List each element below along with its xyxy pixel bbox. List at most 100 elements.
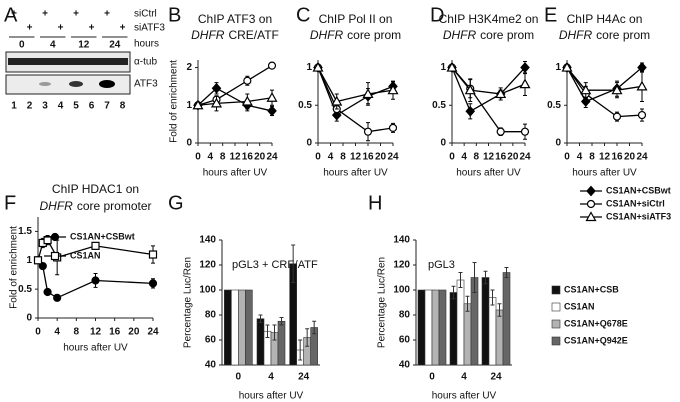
lane-number: 1: [11, 101, 17, 112]
legend-label: CS1AN+Q942E: [564, 335, 628, 345]
title-rest: CRE/ATF: [228, 28, 278, 42]
x-axis-label: hours after UV: [456, 168, 521, 179]
legend-label: CS1AN+CSBwt: [70, 231, 135, 241]
y-tick-label: 80: [205, 310, 217, 321]
series-line: [566, 67, 643, 118]
marker: [636, 80, 648, 91]
panel-label: F: [4, 192, 16, 214]
error-bar: [465, 295, 470, 312]
marker: [43, 287, 52, 297]
x-tick-label: 8: [340, 152, 346, 163]
atf3-band: [39, 82, 51, 86]
error-bar: [312, 320, 317, 335]
bar: [424, 289, 433, 366]
legend-marker: [585, 211, 597, 222]
error-bar: [305, 328, 310, 347]
bar: [417, 289, 426, 366]
error-bar: [472, 262, 477, 293]
bar: [456, 279, 465, 366]
marker: [495, 88, 507, 99]
marker: [33, 256, 43, 265]
y-tick-label: 60: [205, 335, 217, 346]
marker: [446, 61, 458, 72]
x-tick-label: 16: [109, 327, 121, 338]
x-tick-label: 20: [128, 327, 140, 338]
sign: +: [120, 23, 126, 34]
x-tick-label: 0: [429, 372, 435, 383]
x-tick-label: 4: [54, 327, 60, 338]
x-tick-label: 4: [577, 152, 583, 163]
lane-number: 2: [27, 101, 33, 112]
title-rest: core promoter: [77, 199, 152, 213]
x-tick-label: 4: [461, 152, 467, 163]
x-tick-label: 12: [350, 152, 362, 163]
x-tick-label: 4: [208, 152, 214, 163]
lane-number: 6: [89, 101, 95, 112]
y-tick-label: 120: [393, 260, 410, 271]
x-tick-label: 0: [315, 152, 321, 163]
legend-label: CS1AN: [70, 250, 101, 260]
bar: [463, 303, 472, 366]
y-axis-label: Fold of enrichment: [9, 226, 20, 309]
x-tick-label: 8: [474, 152, 480, 163]
x-axis-label: hours after UV: [432, 391, 497, 402]
marker: [580, 84, 592, 95]
bar: [256, 318, 265, 366]
y-tick-label: 0: [26, 313, 32, 324]
chart-title: ChIP Pol II on: [319, 12, 393, 26]
marker: [241, 95, 253, 106]
y-axis-label: Percentage Luc/Ren: [377, 257, 388, 348]
y-tick-label: 40: [205, 360, 217, 371]
bar: [224, 289, 232, 366]
title-rest: core prom: [480, 28, 534, 42]
chart-title: DHFR core prom: [310, 28, 401, 42]
chart-title: DHFR CRE/ATF: [191, 28, 279, 42]
title-rest: core prom: [347, 28, 401, 42]
tubulin-band: [8, 58, 128, 65]
marker: [53, 293, 62, 302]
series-line: [451, 67, 526, 95]
series-line: [317, 67, 394, 133]
y-tick-label: 1: [186, 100, 192, 111]
error-bar: [265, 324, 270, 338]
y-axis-label: Percentage Luc/Ren: [183, 257, 194, 348]
marker: [520, 62, 530, 73]
x-tick-label: 24: [147, 327, 159, 338]
marker: [148, 279, 158, 288]
band-label: α-tub: [134, 57, 157, 68]
panel-label: C: [296, 4, 310, 26]
marker: [243, 76, 252, 85]
error-bar: [279, 317, 284, 326]
y-tick-label: 60: [399, 335, 411, 346]
legend-swatch: [551, 302, 561, 312]
chart-title: pGL3: [428, 259, 455, 271]
marker: [637, 110, 647, 120]
legend-marker: [586, 199, 596, 209]
x-axis-label: hours after UV: [203, 168, 268, 179]
error-bar: [258, 314, 263, 323]
series-line: [317, 67, 394, 117]
x-tick-label: 0: [236, 372, 242, 383]
series-line: [197, 87, 273, 112]
y-tick-label: 0.5: [432, 100, 446, 111]
x-tick-label: 16: [611, 152, 623, 163]
error-bar: [451, 285, 456, 300]
marker: [267, 61, 277, 70]
bar: [431, 289, 440, 366]
y-tick-label: 1: [306, 62, 312, 73]
marker: [91, 276, 100, 285]
marker: [612, 112, 622, 121]
y-tick-label: 0: [186, 138, 192, 149]
chart-title: DHFR core prom: [443, 28, 534, 42]
marker: [388, 123, 398, 133]
x-tick-label: 4: [328, 152, 334, 163]
y-tick-label: 1: [26, 255, 32, 266]
sign: +: [58, 23, 64, 34]
hours-label: 12: [78, 40, 90, 51]
panel-label: G: [168, 192, 184, 214]
bar: [488, 297, 497, 366]
panel-label: E: [544, 4, 557, 26]
y-tick-label: 120: [199, 260, 216, 271]
y-tick-label: 1.5: [18, 226, 32, 237]
y-tick-label: 140: [199, 235, 216, 246]
